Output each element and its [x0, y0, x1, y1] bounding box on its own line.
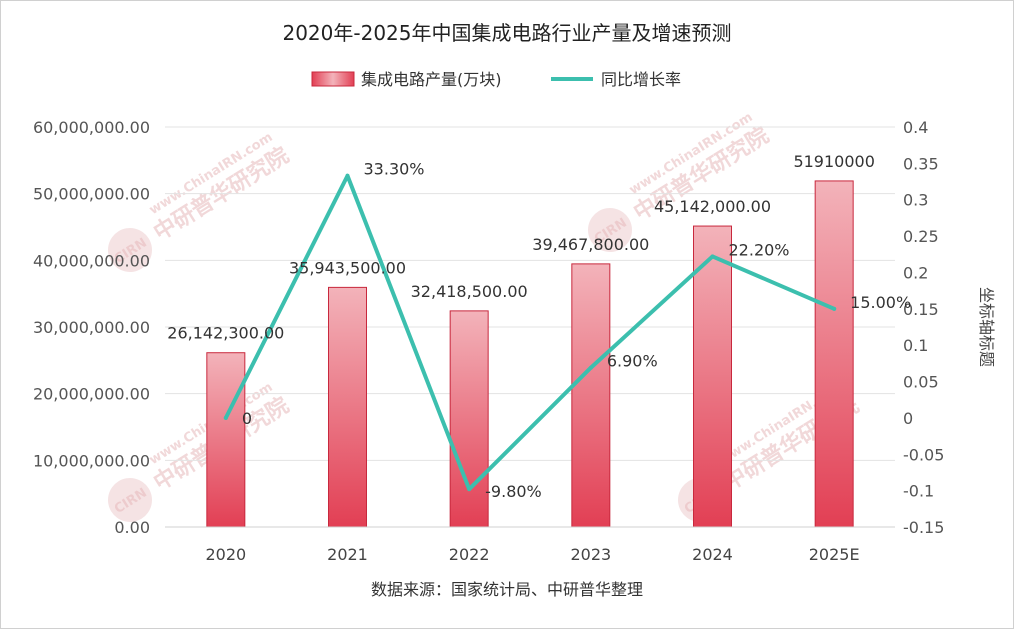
- line-value-label: 6.90%: [607, 352, 658, 371]
- bar-2023: [571, 263, 611, 528]
- x-tick-label: 2023: [570, 545, 611, 564]
- y-left-tick-label: 30,000,000.00: [33, 318, 150, 337]
- growth-point-2023: [588, 365, 593, 370]
- legend: 集成电路产量(万块) 同比增长率: [311, 70, 681, 89]
- y-right-tick-label: 0: [903, 409, 913, 428]
- bar-value-label: 35,943,500.00: [289, 258, 406, 277]
- right-axis-title: 坐标轴标题: [977, 287, 996, 367]
- y-axis-left: 0.00 10,000,000.00 20,000,000.00 30,000,000…: [33, 118, 150, 537]
- bar-2021: [328, 286, 367, 528]
- x-tick-label: 2022: [449, 545, 490, 564]
- y-left-tick-label: 40,000,000.00: [33, 251, 150, 270]
- growth-point-2021: [345, 173, 350, 178]
- line-data-labels: 0 33.30% -9.80% 6.90% 22.20% 15.00%: [242, 160, 911, 501]
- y-right-tick-label: 0.05: [903, 373, 939, 392]
- bar-data-labels: 26,142,300.00 35,943,500.00 32,418,500.00 3…: [167, 152, 875, 343]
- y-left-tick-label: 50,000,000.00: [33, 185, 150, 204]
- growth-line-series: [223, 173, 837, 492]
- source-note: 数据来源：国家统计局、中研普华整理: [371, 580, 643, 599]
- y-right-tick-label: 0.1: [903, 336, 928, 355]
- watermark-logo-icon: [108, 228, 152, 272]
- watermark-logo-icon: [588, 208, 632, 252]
- bar-value-label: 32,418,500.00: [411, 282, 528, 301]
- bar-2025E: [814, 180, 854, 528]
- chart-title: 2020年-2025年中国集成电路行业产量及增速预测: [282, 21, 731, 45]
- legend-line-label: 同比增长率: [601, 70, 681, 89]
- legend-bar-label: 集成电路产量(万块): [361, 70, 502, 89]
- line-value-label: 15.00%: [850, 293, 911, 312]
- y-right-tick-label: 0.35: [903, 154, 939, 173]
- y-right-tick-label: -0.1: [903, 482, 934, 501]
- legend-bar-swatch: [311, 71, 355, 87]
- bar-2022: [449, 310, 489, 528]
- y-right-tick-label: -0.05: [903, 445, 944, 464]
- line-value-label: 22.20%: [729, 240, 790, 259]
- bar-value-label: 45,142,000.00: [654, 197, 771, 216]
- x-tick-label: 2020: [205, 545, 246, 564]
- bar-value-label: 51910000: [793, 152, 874, 171]
- y-axis-right: -0.15 -0.1 -0.05 0 0.05 0.1 0.15 0.2 0.25 0.3 0.35…: [903, 118, 944, 537]
- y-left-tick-label: 20,000,000.00: [33, 385, 150, 404]
- growth-point-2025E: [832, 306, 837, 311]
- growth-line: [223, 173, 837, 492]
- y-right-tick-label: 0.2: [903, 263, 928, 282]
- x-tick-label: 2021: [327, 545, 368, 564]
- y-left-tick-label: 0.00: [114, 518, 150, 537]
- growth-point-2022: [467, 487, 472, 492]
- y-right-tick-label: -0.15: [903, 518, 944, 537]
- x-tick-label: 2025E: [809, 545, 860, 564]
- bar-2020: [206, 352, 246, 528]
- x-axis: 2020 2021 2022 2023 2024 2025E: [165, 526, 895, 564]
- bar-2024: [693, 225, 732, 528]
- y-right-tick-label: 0.4: [903, 118, 928, 137]
- line-value-label: 0: [242, 409, 252, 428]
- line-value-label: -9.80%: [485, 482, 542, 501]
- y-right-tick-label: 0.15: [903, 300, 939, 319]
- y-left-tick-label: 10,000,000.00: [33, 451, 150, 470]
- growth-point-2020: [223, 415, 228, 420]
- bar-series: [206, 180, 854, 528]
- y-right-tick-label: 0.3: [903, 191, 928, 210]
- bar-value-label: 39,467,800.00: [532, 235, 649, 254]
- y-right-tick-label: 0.25: [903, 227, 939, 246]
- y-left-tick-label: 60,000,000.00: [33, 118, 150, 137]
- line-value-label: 33.30%: [364, 160, 425, 179]
- watermark-logo-icon: [108, 478, 152, 522]
- growth-point-2024: [710, 254, 715, 259]
- bar-value-label: 26,142,300.00: [167, 324, 284, 343]
- x-tick-label: 2024: [692, 545, 733, 564]
